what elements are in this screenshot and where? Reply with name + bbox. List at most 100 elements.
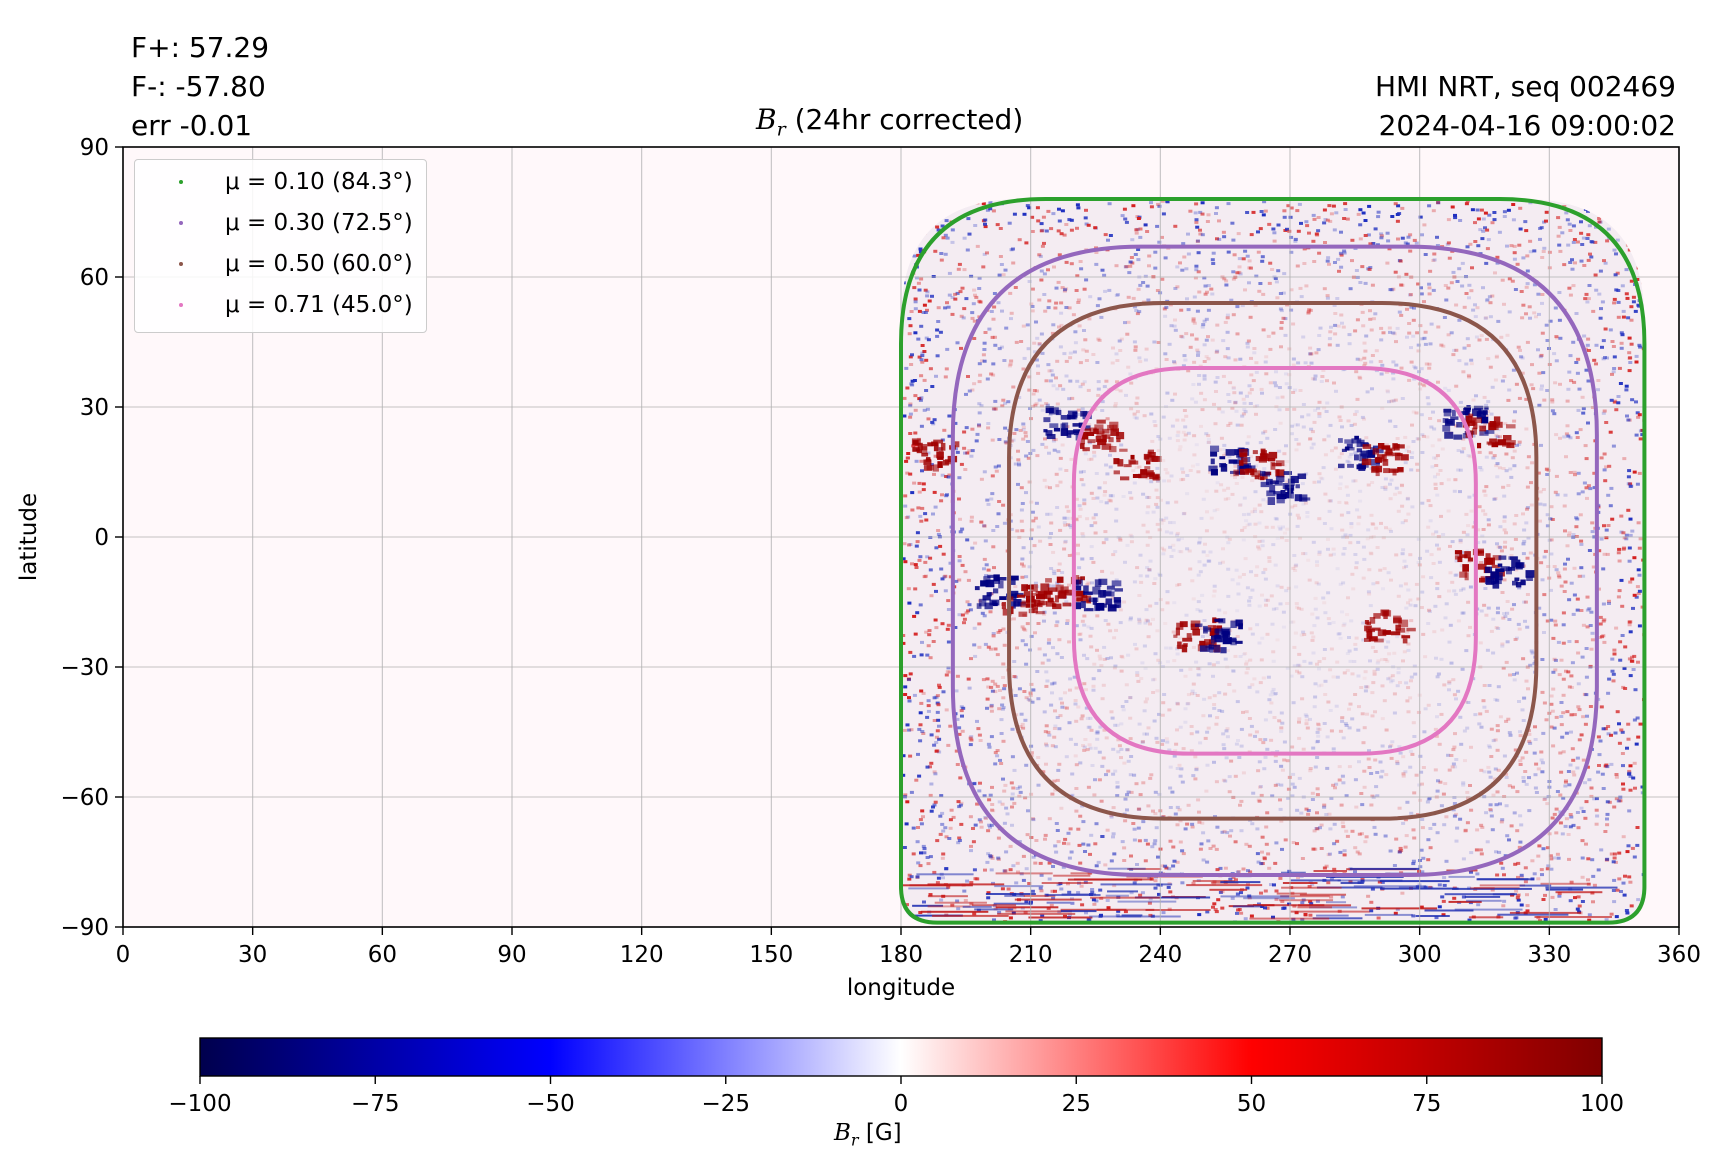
noise-pixel	[1238, 357, 1243, 361]
noise-pixel	[1588, 487, 1593, 491]
noise-pixel	[1561, 623, 1566, 627]
noise-pixel	[1012, 660, 1017, 663]
noise-pixel	[1498, 525, 1503, 529]
noise-pixel	[1368, 242, 1373, 246]
noise-pixel	[1473, 240, 1478, 243]
noise-pixel	[1484, 261, 1489, 265]
noise-pixel	[1603, 261, 1608, 265]
noise-pixel	[1427, 362, 1432, 366]
noise-pixel	[1401, 659, 1405, 663]
noise-pixel	[1179, 334, 1184, 338]
noise-pixel	[935, 701, 940, 705]
noise-pixel	[1364, 685, 1369, 689]
noise-pixel	[1308, 352, 1313, 356]
noise-pixel	[1140, 661, 1145, 665]
noise-pixel	[1132, 412, 1137, 416]
noise-pixel	[1415, 462, 1420, 466]
noise-pixel	[1125, 748, 1130, 752]
noise-pixel	[1349, 522, 1354, 526]
noise-pixel	[1369, 803, 1374, 807]
noise-pixel	[1044, 670, 1049, 674]
noise-pixel	[1195, 730, 1200, 734]
noise-pixel	[1164, 516, 1169, 520]
noise-pixel	[946, 666, 951, 670]
noise-pixel	[940, 493, 944, 497]
noise-pixel	[960, 729, 965, 733]
noise-pixel	[912, 286, 917, 290]
noise-pixel	[1349, 452, 1354, 456]
noise-pixel	[908, 543, 913, 546]
noise-pixel	[1537, 371, 1542, 375]
noise-pixel	[1412, 791, 1417, 795]
noise-pixel	[1162, 548, 1167, 552]
noise-pixel	[1055, 506, 1060, 509]
noise-pixel	[1240, 304, 1245, 308]
noise-pixel	[1140, 740, 1145, 744]
noise-pixel	[1464, 292, 1469, 295]
noise-pixel	[1597, 587, 1601, 591]
noise-pixel	[1509, 824, 1514, 828]
noise-pixel	[1551, 744, 1556, 748]
noise-pixel	[1627, 623, 1632, 627]
noise-pixel	[1347, 333, 1352, 337]
noise-pixel	[1464, 202, 1469, 206]
noise-pixel	[1390, 679, 1395, 683]
noise-pixel	[1312, 829, 1317, 833]
noise-pixel	[1222, 443, 1227, 447]
noise-pixel	[1081, 470, 1086, 474]
noise-pixel	[982, 252, 987, 256]
noise-pixel	[1119, 722, 1124, 726]
noise-pixel	[1549, 725, 1554, 729]
noise-pixel	[1203, 736, 1208, 740]
noise-pixel	[1450, 580, 1455, 584]
noise-pixel	[1170, 790, 1175, 794]
noise-pixel	[1412, 735, 1417, 738]
noise-pixel	[1103, 289, 1108, 293]
noise-pixel	[1013, 286, 1018, 289]
noise-pixel	[1373, 758, 1378, 762]
noise-pixel	[1048, 512, 1053, 516]
noise-pixel	[1359, 686, 1364, 689]
noise-pixel	[1466, 796, 1470, 800]
noise-pixel	[921, 844, 926, 848]
noise-pixel	[1493, 767, 1498, 771]
noise-pixel	[1452, 589, 1457, 593]
noise-pixel	[1037, 298, 1042, 302]
noise-pixel	[970, 449, 975, 453]
noise-pixel	[1268, 261, 1273, 265]
noise-pixel	[1413, 604, 1418, 608]
noise-pixel	[1212, 584, 1217, 588]
noise-pixel	[1029, 500, 1034, 504]
noise-pixel	[1327, 622, 1332, 626]
noise-pixel	[1120, 214, 1125, 218]
noise-pixel	[1618, 640, 1623, 644]
noise-pixel	[991, 407, 996, 411]
noise-pixel	[1476, 217, 1481, 221]
noise-pixel	[1607, 599, 1611, 603]
noise-pixel	[1312, 624, 1317, 628]
noise-pixel	[925, 765, 930, 769]
noise-pixel	[1029, 302, 1034, 306]
noise-pixel	[1557, 892, 1562, 895]
noise-pixel	[989, 685, 994, 689]
noise-pixel	[1354, 269, 1359, 272]
noise-pixel	[1568, 471, 1573, 474]
noise-pixel	[1143, 223, 1148, 227]
noise-pixel	[924, 358, 929, 362]
noise-pixel	[1396, 594, 1401, 598]
noise-pixel	[1453, 592, 1458, 596]
noise-pixel	[1456, 619, 1461, 623]
noise-pixel	[1577, 387, 1582, 391]
noise-pixel	[1328, 668, 1333, 672]
noise-pixel	[1223, 320, 1228, 324]
noise-pixel	[1342, 849, 1347, 853]
noise-pixel	[1516, 894, 1520, 898]
noise-pixel	[1518, 730, 1522, 734]
noise-pixel	[1481, 509, 1486, 513]
noise-pixel	[1040, 442, 1045, 446]
noise-pixel	[1095, 496, 1100, 500]
noise-pixel	[1257, 902, 1261, 906]
noise-pixel	[989, 705, 994, 709]
noise-pixel	[940, 473, 945, 477]
